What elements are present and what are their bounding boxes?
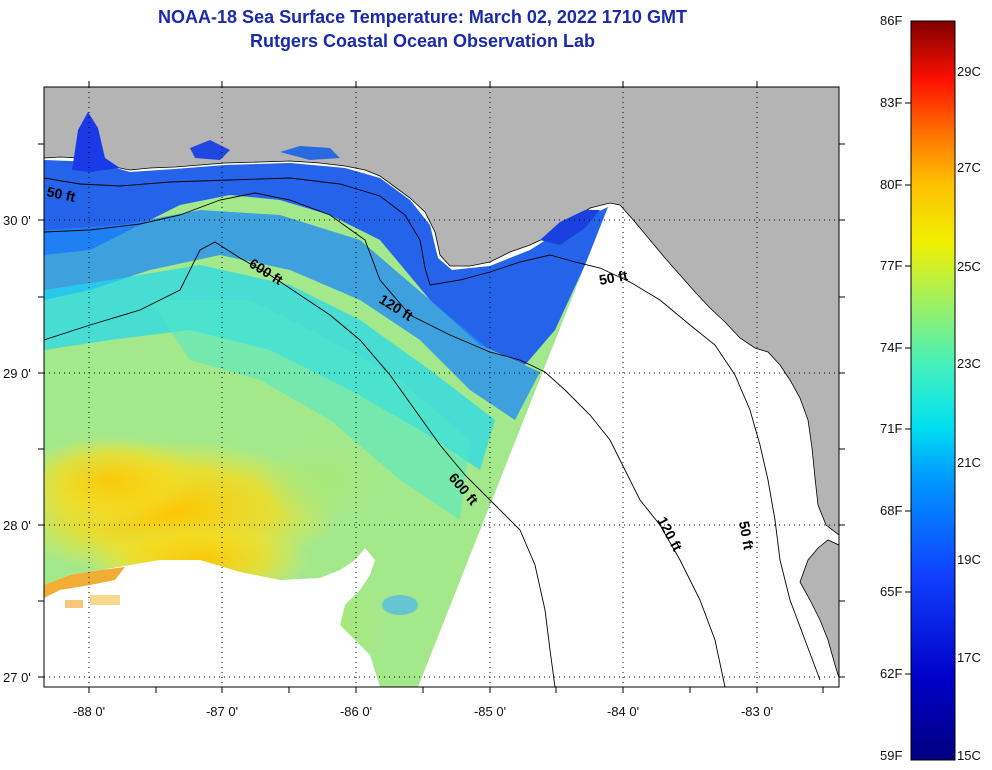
colorbar-celsius-label: 23C bbox=[957, 356, 981, 371]
longitude-label: -85 0' bbox=[473, 704, 507, 719]
colorbar-celsius-label: 25C bbox=[957, 259, 981, 274]
isobath-600ft bbox=[44, 241, 556, 687]
latitude-label: 29 0' bbox=[3, 366, 31, 381]
map-title: NOAA-18 Sea Surface Temperature: March 0… bbox=[158, 7, 687, 27]
longitude-label: -88 0' bbox=[72, 704, 106, 719]
graticule bbox=[44, 87, 839, 687]
colorbar-fahrenheit-label: 68F bbox=[880, 503, 903, 518]
colorbar-fahrenheit-label: 77F bbox=[880, 258, 903, 273]
colorbar-fahrenheit-label: 71F bbox=[880, 421, 903, 436]
colorbar-fahrenheit-label: 80F bbox=[880, 177, 903, 192]
longitude-label: -86 0' bbox=[339, 704, 373, 719]
colorbar-celsius-label: 27C bbox=[957, 160, 981, 175]
longitude-label: -84 0' bbox=[606, 704, 640, 719]
isobath-label: 50 ft bbox=[598, 267, 629, 288]
colorbar-celsius-label: 17C bbox=[957, 650, 981, 665]
colorbar bbox=[910, 20, 956, 761]
latitude-label: 28 0' bbox=[3, 518, 31, 533]
colorbar-celsius-label: 19C bbox=[957, 552, 981, 567]
latitude-label: 27 0' bbox=[3, 670, 31, 685]
colorbar-fahrenheit-label: 65F bbox=[880, 584, 903, 599]
colorbar-celsius-label: 29C bbox=[957, 64, 981, 79]
map-subtitle: Rutgers Coastal Ocean Observation Lab bbox=[249, 31, 596, 51]
colorbar-celsius-label: 21C bbox=[957, 455, 981, 470]
latitude-label: 30 0' bbox=[3, 213, 31, 228]
colorbar-fahrenheit-label: 86F bbox=[880, 13, 903, 28]
isobath-label: 50 ft bbox=[45, 183, 77, 205]
colorbar-celsius-label: 15C bbox=[957, 748, 981, 763]
colorbar-fahrenheit-label: 62F bbox=[880, 666, 903, 681]
longitude-label: -87 0' bbox=[205, 704, 239, 719]
colorbar-fahrenheit-label: 59F bbox=[880, 748, 903, 763]
colorbar-fahrenheit-label: 83F bbox=[880, 95, 903, 110]
isobath-label: 50 ft bbox=[736, 520, 757, 551]
longitude-label: -83 0' bbox=[740, 704, 774, 719]
land-area bbox=[44, 87, 839, 679]
isobath-50ft bbox=[44, 177, 821, 681]
axis-ticks bbox=[38, 81, 845, 693]
colorbar-fahrenheit-label: 74F bbox=[880, 340, 903, 355]
map-frame bbox=[43, 86, 840, 688]
